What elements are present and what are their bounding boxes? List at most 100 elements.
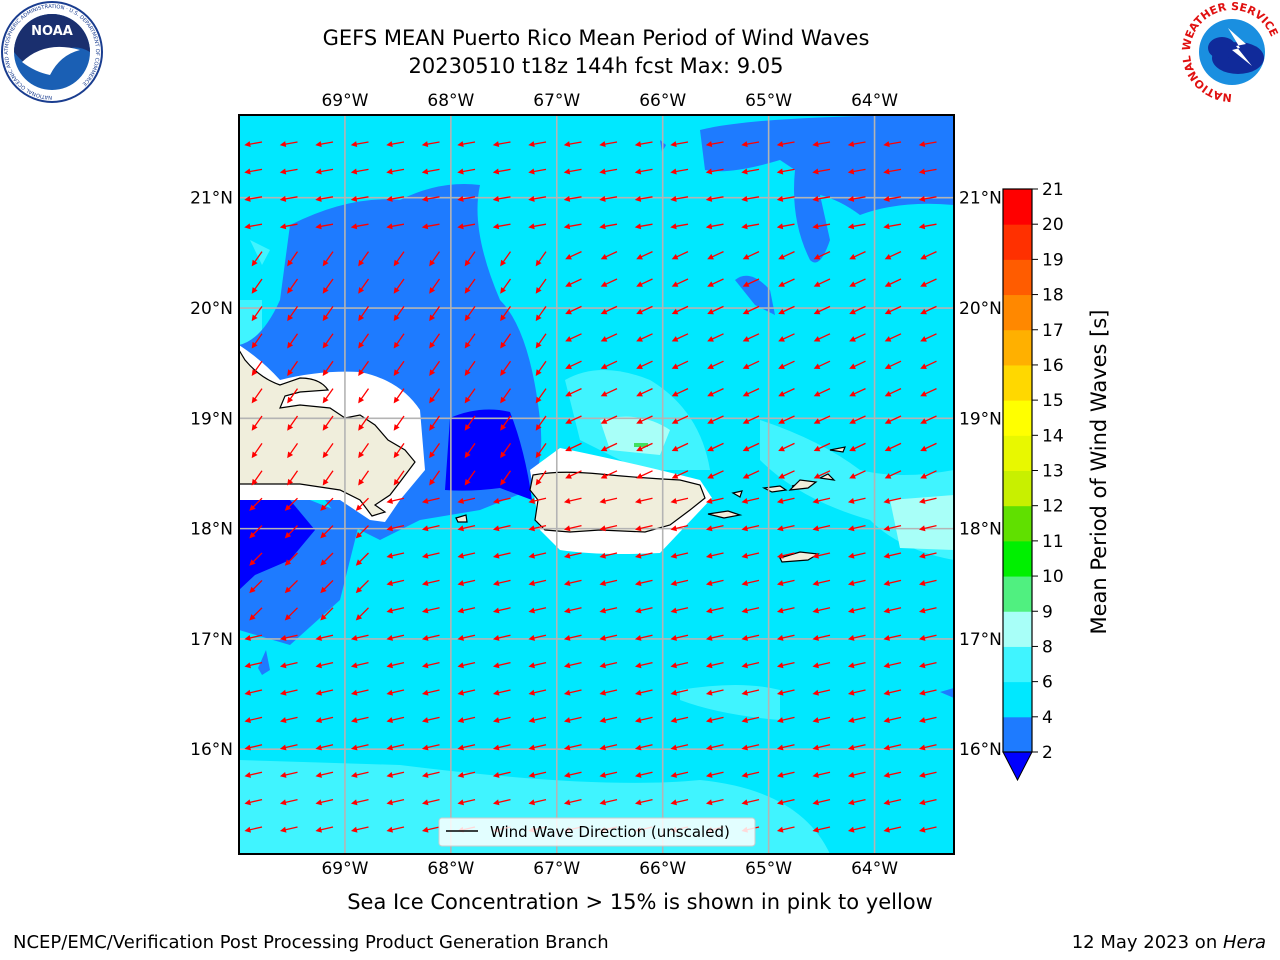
wave-direction-arrow (883, 744, 902, 751)
wave-direction-arrow (883, 826, 902, 833)
wave-direction-arrow (812, 689, 831, 696)
wave-direction-arrow (322, 360, 334, 376)
wave-direction-arrow (244, 634, 263, 641)
wave-direction-arrow (918, 141, 937, 148)
wave-direction-arrow (528, 141, 547, 148)
wave-direction-arrow (812, 141, 831, 148)
wave-direction-arrow (847, 524, 866, 532)
wave-direction-arrow (741, 497, 760, 504)
wave-direction-arrow (884, 442, 902, 452)
wave-direction-arrow (429, 470, 441, 486)
wave-direction-arrow (244, 744, 263, 751)
colorbar-segment (1003, 716, 1032, 753)
wave-direction-arrow (707, 388, 724, 397)
wave-direction-arrow (828, 853, 830, 854)
wave-direction-arrow (918, 716, 937, 724)
wave-direction-arrow (500, 360, 512, 376)
wave-direction-arrow (358, 278, 370, 294)
colorbar-tick-label: 16 (1042, 356, 1064, 376)
wave-direction-arrow (284, 525, 298, 539)
lon-tick-label: 68°W (427, 859, 474, 879)
wave-direction-arrow (528, 634, 547, 641)
wave-direction-arrow (565, 251, 582, 260)
wave-direction-arrow (705, 798, 724, 806)
lat-tick-label: 20°N (190, 299, 233, 319)
wave-direction-arrow (884, 360, 902, 369)
wave-direction-arrow (812, 579, 831, 587)
wave-direction-arrow (670, 607, 689, 614)
wave-direction-arrow (563, 168, 582, 175)
wave-direction-arrow (918, 798, 937, 806)
wave-direction-arrow (565, 278, 582, 287)
wave-direction-arrow (393, 415, 405, 431)
wave-direction-arrow (421, 223, 440, 230)
wave-direction-arrow (776, 223, 795, 230)
wave-direction-arrow (705, 634, 724, 641)
wave-direction-arrow (776, 798, 795, 806)
wave-direction-arrow (705, 223, 724, 230)
colorbar-segment (1003, 576, 1032, 612)
wave-direction-arrow (563, 798, 582, 806)
wave-direction-arrow (918, 223, 937, 230)
colorbar-tick-label: 13 (1042, 462, 1064, 482)
wave-direction-arrow (600, 251, 618, 260)
wave-direction-arrow (705, 771, 724, 778)
wave-direction-arrow (279, 141, 298, 148)
wave-direction-arrow (741, 798, 760, 806)
wave-direction-arrow (741, 661, 760, 669)
wave-direction-arrow (847, 744, 866, 751)
map-area: Wind Wave Direction (unscaled) (239, 115, 954, 854)
lon-tick-label: 66°W (639, 91, 686, 111)
wave-direction-arrow (320, 525, 334, 539)
wave-direction-arrow (634, 497, 653, 504)
wave-direction-arrow (741, 552, 760, 559)
colorbar: 2 4 6 8 9 10 11 12 13 14 15 16 17 18 19 20 21 (1002, 180, 1064, 782)
colorbar-label: Mean Period of Wind Waves [s] (1087, 310, 1111, 635)
wave-direction-arrow (244, 826, 263, 833)
wave-direction-arrow (565, 388, 582, 397)
wave-direction-arrow (565, 415, 582, 424)
wave-direction-arrow (457, 689, 476, 696)
wave-direction-arrow (565, 470, 582, 479)
wave-direction-arrow (464, 470, 476, 486)
wave-direction-arrow (500, 333, 512, 349)
wave-direction-arrow (776, 716, 795, 724)
wave-direction-arrow (355, 607, 369, 621)
wave-direction-arrow (884, 333, 902, 342)
wave-direction-arrow (849, 251, 866, 260)
colorbar-segment (1003, 646, 1032, 683)
wave-direction-arrow (670, 579, 689, 587)
wave-direction-arrow (812, 497, 831, 504)
colorbar-tick-label: 20 (1042, 215, 1064, 235)
wave-direction-arrow (918, 524, 937, 532)
wave-direction-arrow (563, 141, 582, 148)
wave-direction-arrow (741, 195, 760, 202)
wave-direction-arrow (883, 798, 902, 806)
lon-tick-label: 64°W (851, 91, 898, 111)
wind-wave-arrows (244, 141, 937, 854)
wave-direction-arrow (849, 278, 866, 287)
wave-direction-arrow (528, 223, 547, 230)
noaa-logo: NATIONAL OCEANIC AND ATMOSPHERIC ADMINIS… (1, 1, 103, 103)
wave-direction-arrow (776, 579, 795, 587)
wave-direction-arrow (287, 278, 299, 294)
footer-org: NCEP/EMC/Verification Post Processing Pr… (13, 932, 609, 953)
wave-direction-arrow (244, 771, 263, 778)
wave-direction-arrow (386, 552, 405, 559)
wave-direction-arrow (464, 306, 476, 322)
wave-direction-arrow (741, 771, 760, 778)
wave-direction-arrow (599, 195, 618, 202)
wave-direction-arrow (421, 552, 440, 559)
wave-direction-arrow (849, 360, 866, 369)
wave-direction-arrow (634, 552, 653, 559)
wave-direction-arrow (705, 607, 724, 614)
wave-direction-arrow (599, 744, 618, 751)
wave-direction-arrow (421, 661, 440, 669)
wave-direction-arrow (457, 579, 476, 587)
wave-direction-arrow (600, 360, 618, 369)
wave-direction-arrow (565, 305, 582, 315)
wave-direction-arrow (350, 689, 369, 696)
wave-direction-arrow (918, 744, 937, 751)
wave-direction-arrow (315, 168, 334, 175)
wave-direction-arrow (249, 525, 263, 539)
